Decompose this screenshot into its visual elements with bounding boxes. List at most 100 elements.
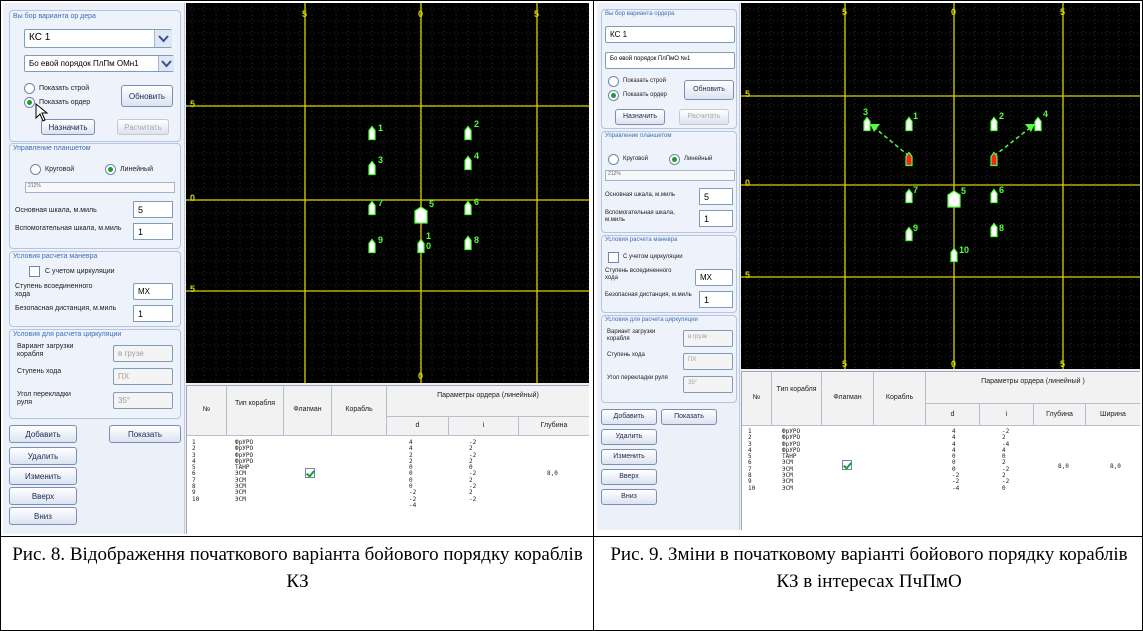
rudder-select[interactable]: 35°	[683, 376, 733, 393]
assign-button[interactable]: Назначить	[615, 109, 665, 125]
zoom-slider[interactable]: 212%	[25, 182, 175, 193]
update-button[interactable]: Обновить	[121, 85, 173, 107]
up-button[interactable]: Вверх	[601, 469, 657, 485]
table-cell: 2	[409, 451, 413, 459]
table-cell: 4	[952, 440, 956, 448]
col-header-ship[interactable]: Корабль	[332, 386, 387, 436]
safe-distance-spinner[interactable]: 1	[699, 291, 733, 308]
col-header-params[interactable]: Параметры ордера (линейный )	[926, 372, 1140, 404]
update-button[interactable]: Обновить	[684, 80, 734, 100]
radio-circular[interactable]	[608, 154, 619, 165]
radio-label: Показать строй	[39, 85, 90, 92]
main-scale-spinner[interactable]: 5	[699, 188, 733, 205]
checkbox-label: С учетом циркуляции	[45, 268, 115, 275]
order-select[interactable]: Бо евой порядок ПлПмО №1	[605, 52, 735, 69]
col-header-d[interactable]: d	[926, 404, 980, 426]
delete-button[interactable]: Удалить	[9, 447, 77, 465]
ship-label: 1	[426, 231, 431, 241]
step-label: Ступень хода	[17, 368, 77, 376]
zoom-slider[interactable]: 212%	[605, 170, 735, 181]
axis-tick-label: 5	[745, 89, 750, 99]
calculate-button[interactable]: Расчитать	[679, 109, 729, 125]
ship-label: 2	[999, 111, 1004, 121]
flagship-checkbox[interactable]	[842, 460, 852, 470]
radio-circular[interactable]	[30, 164, 41, 175]
speed-select[interactable]: МХ	[133, 283, 173, 300]
col-header-flag[interactable]: Флагман	[822, 372, 874, 426]
edit-button[interactable]: Изменить	[9, 467, 77, 485]
down-button[interactable]: Вниз	[601, 489, 657, 505]
step-select[interactable]: ПХ	[683, 353, 733, 370]
delete-button[interactable]: Удалить	[601, 429, 657, 445]
header-text: Параметры ордера (линейный )	[981, 378, 1085, 385]
show-button[interactable]: Показать	[109, 425, 181, 443]
table-cell: 0	[409, 470, 413, 478]
col-header-type[interactable]: Тип корабля	[227, 386, 284, 436]
rudder-label: Угол перекладки руля	[607, 375, 669, 382]
col-header-num[interactable]: №	[742, 372, 772, 426]
table-cell: ЭСМ	[782, 478, 793, 486]
safe-label: Безопасная дистанция, м.миль	[15, 305, 125, 313]
ship-marker	[417, 238, 425, 254]
aux-scale-spinner[interactable]: 1	[699, 210, 733, 227]
formation-plot[interactable]: 5 0 5 5 0 5 5 0 5 3 1 2 4 7 5 6 9 8 10	[741, 3, 1140, 369]
group-title: Условия расчета маневра	[13, 253, 98, 260]
col-header-flag[interactable]: Флагман	[284, 386, 332, 436]
table-cell: 4	[409, 445, 413, 453]
assign-button[interactable]: Назначить	[41, 119, 95, 135]
add-button[interactable]: Добавить	[9, 425, 77, 443]
main-scale-spinner[interactable]: 5	[133, 201, 173, 218]
col-header-num[interactable]: №	[187, 386, 227, 436]
calculate-button[interactable]: Расчитать	[117, 119, 169, 135]
circulation-checkbox[interactable]	[29, 266, 40, 277]
col-header-depth[interactable]: Глубина	[519, 417, 589, 436]
col-header-ship[interactable]: Корабль	[874, 372, 926, 426]
col-i: -2 2 -2 2 0 -2 2 -2 2 -2	[469, 439, 476, 503]
ships-table[interactable]: № Тип корабля Флагман Корабль Параметры …	[741, 371, 1140, 530]
radio-show-order[interactable]	[24, 97, 35, 108]
safe-distance-spinner[interactable]: 1	[133, 305, 173, 322]
radio-show-stroy[interactable]	[24, 83, 35, 94]
radio-show-order[interactable]	[608, 90, 619, 101]
col-header-i[interactable]: i	[980, 404, 1034, 426]
flagship-checkbox[interactable]	[305, 468, 315, 478]
load-select[interactable]: в грузе	[113, 345, 173, 362]
col-header-params[interactable]: Параметры ордера (линейный)	[387, 386, 589, 417]
step-select[interactable]: ПХ	[113, 368, 173, 385]
col-header-width[interactable]: Ширина	[1086, 404, 1140, 426]
rudder-select[interactable]: 35°	[113, 392, 173, 409]
table-cell: 0	[1002, 453, 1006, 461]
speed-select[interactable]: МХ	[695, 269, 733, 286]
table-cell: 4	[409, 439, 413, 446]
radio-linear[interactable]	[105, 164, 116, 175]
order-select[interactable]: Бо евой порядок ПлПм ОМн1	[24, 55, 174, 72]
aux-scale-spinner[interactable]: 1	[133, 223, 173, 240]
axis-tick-label: 0	[951, 359, 956, 369]
width-value: 8,0	[1110, 463, 1121, 470]
radio-linear[interactable]	[669, 154, 680, 165]
table-cell: ФрУРО	[782, 440, 801, 448]
col-header-depth[interactable]: Глубина	[1034, 404, 1086, 426]
ships-table[interactable]: № Тип корабля Флагман Корабль Параметры …	[186, 385, 589, 534]
ship-marker	[905, 151, 913, 167]
table-cell: 6	[192, 470, 196, 478]
show-button[interactable]: Показать	[661, 409, 717, 425]
arrow-head	[1025, 124, 1035, 132]
down-button[interactable]: Вниз	[9, 507, 77, 525]
add-button[interactable]: Добавить	[601, 409, 657, 425]
radio-show-stroy[interactable]	[608, 76, 619, 87]
col-header-type[interactable]: Тип корабля	[772, 372, 822, 426]
variant-select[interactable]: КС 1	[605, 26, 735, 43]
variant-select[interactable]: КС 1	[24, 29, 172, 48]
circulation-checkbox[interactable]	[608, 252, 619, 263]
col-header-d[interactable]: d	[387, 417, 449, 436]
scale-label: Основная шкала, м.миль	[605, 192, 676, 198]
load-select[interactable]: в грузе	[683, 330, 733, 347]
up-button[interactable]: Вверх	[9, 487, 77, 505]
col-header-i[interactable]: i	[449, 417, 519, 436]
edit-button[interactable]: Изменить	[601, 449, 657, 465]
table-cell: -2	[1002, 478, 1010, 486]
ship-label: 3	[378, 155, 383, 165]
table-cell: ЭСМ	[782, 465, 793, 473]
